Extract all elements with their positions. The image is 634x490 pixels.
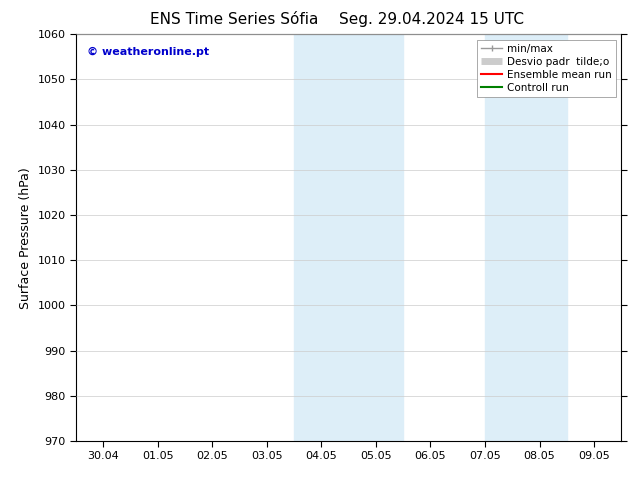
Text: Seg. 29.04.2024 15 UTC: Seg. 29.04.2024 15 UTC <box>339 12 524 27</box>
Bar <box>294 34 403 441</box>
Y-axis label: Surface Pressure (hPa): Surface Pressure (hPa) <box>19 167 32 309</box>
Legend: min/max, Desvio padr  tilde;o, Ensemble mean run, Controll run: min/max, Desvio padr tilde;o, Ensemble m… <box>477 40 616 97</box>
Text: ENS Time Series Sófia: ENS Time Series Sófia <box>150 12 319 27</box>
Bar <box>485 34 567 441</box>
Text: © weatheronline.pt: © weatheronline.pt <box>87 47 209 56</box>
